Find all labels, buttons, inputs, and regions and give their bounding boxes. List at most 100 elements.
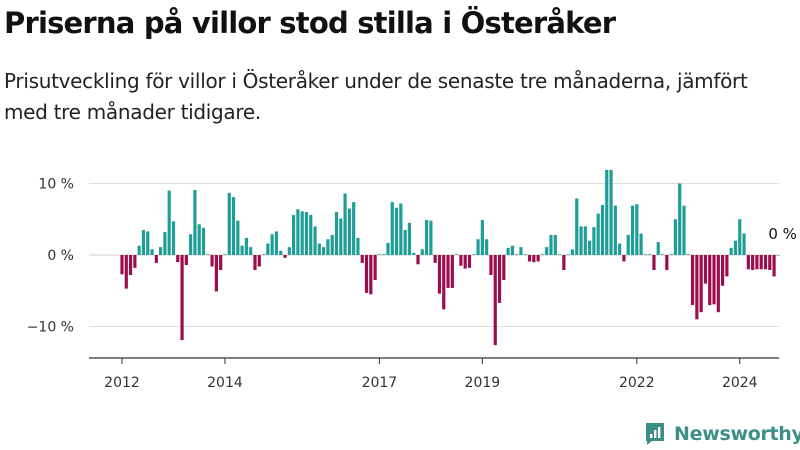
bar bbox=[433, 255, 437, 263]
x-tick-label: 2012 bbox=[104, 375, 140, 391]
bar bbox=[154, 255, 158, 263]
bar bbox=[437, 255, 442, 294]
bar bbox=[304, 212, 309, 255]
bar bbox=[695, 255, 699, 320]
bar bbox=[231, 197, 236, 255]
bar bbox=[557, 254, 562, 255]
bar bbox=[686, 254, 690, 255]
chart-subtitle: Prisutveckling för villor i Österåker un… bbox=[4, 69, 748, 124]
bar bbox=[133, 255, 137, 268]
bar bbox=[214, 255, 218, 292]
bar bbox=[159, 247, 163, 255]
bar bbox=[600, 204, 605, 255]
bar bbox=[128, 255, 133, 276]
bar bbox=[660, 254, 665, 255]
bar bbox=[450, 255, 454, 288]
bar bbox=[579, 226, 583, 255]
bar bbox=[725, 255, 729, 277]
bar bbox=[249, 247, 253, 255]
bar bbox=[630, 205, 635, 255]
bar bbox=[678, 183, 682, 255]
bar bbox=[532, 255, 536, 263]
bar bbox=[236, 220, 240, 255]
x-tick-label: 2022 bbox=[619, 375, 655, 391]
bar bbox=[210, 255, 214, 267]
bar bbox=[523, 254, 527, 255]
x-tick-label: 2019 bbox=[465, 375, 501, 391]
bar bbox=[742, 233, 746, 255]
bar bbox=[201, 227, 206, 255]
bar bbox=[270, 234, 274, 255]
y-tick-label: 0 % bbox=[47, 248, 74, 264]
bar bbox=[733, 240, 738, 255]
bar bbox=[545, 247, 549, 255]
bar bbox=[446, 255, 450, 288]
bar bbox=[515, 254, 519, 255]
bar bbox=[322, 247, 326, 255]
bar bbox=[776, 255, 780, 256]
bar bbox=[343, 193, 347, 255]
bar bbox=[360, 255, 364, 263]
bar bbox=[352, 202, 356, 255]
bar bbox=[673, 219, 678, 255]
bar bbox=[485, 239, 489, 255]
bar bbox=[553, 234, 557, 255]
bar bbox=[562, 255, 566, 271]
bar bbox=[193, 189, 197, 255]
bar bbox=[274, 231, 279, 255]
bar bbox=[755, 255, 759, 270]
bar bbox=[296, 209, 300, 255]
bar bbox=[369, 255, 373, 295]
bar bbox=[690, 255, 695, 306]
bar bbox=[549, 234, 553, 255]
x-tick-label: 2017 bbox=[362, 375, 398, 391]
bar bbox=[536, 255, 540, 262]
bar bbox=[648, 254, 652, 255]
bar bbox=[330, 234, 334, 255]
bar bbox=[317, 243, 321, 255]
bar bbox=[596, 213, 600, 255]
bar bbox=[506, 247, 510, 255]
bar bbox=[189, 234, 193, 255]
bar bbox=[665, 255, 669, 271]
bar bbox=[751, 255, 755, 271]
bar bbox=[669, 254, 673, 255]
bar bbox=[639, 233, 643, 255]
brand-name: Newsworthy bbox=[674, 423, 800, 445]
bar bbox=[738, 219, 742, 255]
bar bbox=[146, 231, 150, 255]
bar bbox=[347, 208, 351, 256]
bar bbox=[480, 219, 484, 256]
bar bbox=[292, 214, 296, 255]
bar bbox=[137, 245, 141, 255]
bar bbox=[502, 255, 506, 281]
bar bbox=[219, 255, 223, 271]
bar bbox=[377, 254, 381, 255]
bar bbox=[429, 220, 433, 255]
bar bbox=[197, 224, 201, 255]
bar bbox=[699, 255, 703, 313]
bar bbox=[613, 205, 617, 255]
bar bbox=[424, 219, 429, 256]
bar bbox=[476, 239, 480, 255]
bar bbox=[386, 242, 390, 255]
bar bbox=[261, 254, 266, 255]
bar bbox=[772, 255, 776, 277]
bar bbox=[334, 212, 339, 255]
bar bbox=[682, 205, 686, 255]
bar bbox=[729, 247, 733, 255]
bar bbox=[253, 255, 257, 271]
y-tick-label: 10 % bbox=[38, 177, 74, 193]
bar-chart-logo-icon bbox=[646, 423, 664, 445]
bar bbox=[493, 255, 497, 346]
bar bbox=[759, 255, 763, 270]
bar bbox=[643, 254, 647, 255]
bar bbox=[420, 249, 424, 255]
bar bbox=[120, 255, 124, 275]
bar bbox=[442, 255, 446, 310]
bar bbox=[163, 232, 167, 255]
bar bbox=[609, 169, 613, 255]
bar bbox=[583, 226, 587, 255]
bar bbox=[540, 254, 545, 255]
bar bbox=[497, 255, 502, 303]
